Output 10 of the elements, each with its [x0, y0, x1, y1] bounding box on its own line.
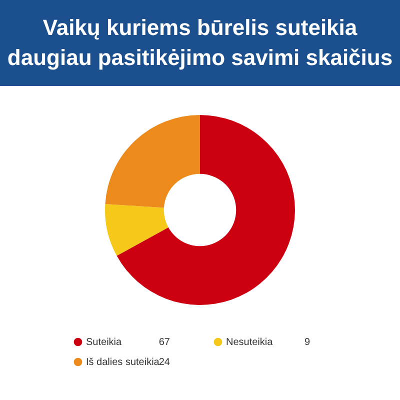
- data-label: 24: [158, 357, 170, 368]
- chart-title: Vaikų kuriems būrelis suteikia daugiau pasitikėjimo savimi skaičius: [7, 15, 393, 70]
- donut-slice: [105, 204, 168, 256]
- legend-label: Suteikia: [86, 337, 122, 348]
- legend-label: Nesuteikia: [226, 337, 274, 348]
- donut-slice: [105, 115, 200, 208]
- legend-label: Iš dalies suteikia: [86, 357, 160, 368]
- data-label: 67: [158, 337, 170, 348]
- data-label: 9: [304, 337, 310, 348]
- donut-slice: [116, 115, 295, 305]
